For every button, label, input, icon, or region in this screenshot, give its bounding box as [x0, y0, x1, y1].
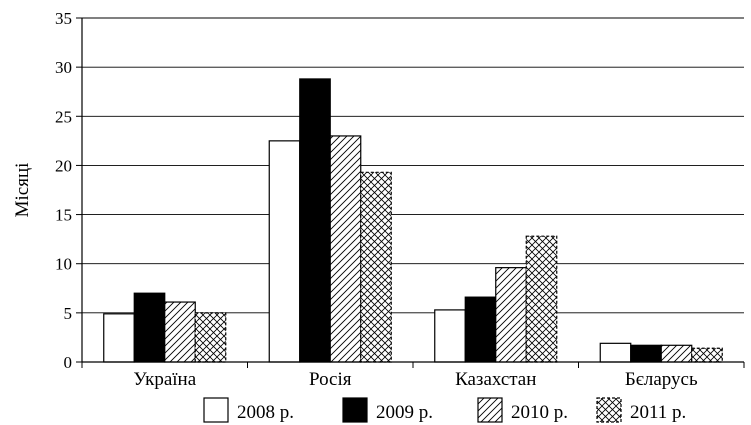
- bar-2008-4: [599, 342, 632, 363]
- legend-label: 2009 р.: [376, 402, 433, 423]
- y-tick-label: 0: [64, 353, 73, 372]
- bar-2010-2: [329, 135, 362, 363]
- y-tick-label: 20: [55, 156, 72, 175]
- bar-2008-1: [103, 313, 135, 363]
- x-category-label: Росія: [309, 369, 352, 390]
- axes: [76, 17, 745, 368]
- bars: [103, 78, 723, 363]
- legend-swatch-2011: [596, 397, 622, 423]
- legend-swatch-2009: [342, 397, 368, 423]
- x-category-label: Казахстан: [455, 369, 536, 390]
- x-category-label: Україна: [133, 369, 196, 390]
- bar-2011-4: [691, 347, 723, 363]
- bar-2010-1: [164, 301, 196, 363]
- bar-2011-3: [525, 235, 558, 363]
- legend-label: 2011 р.: [630, 402, 686, 423]
- x-category-label: Бєларусь: [625, 369, 698, 390]
- legend-swatch-2008: [203, 397, 229, 423]
- legend-swatch-2010: [477, 397, 503, 423]
- y-axis-title: Місяці: [12, 163, 33, 218]
- y-tick-label: 25: [55, 107, 72, 126]
- bar-2008-2: [268, 140, 301, 363]
- bar-2010-4: [660, 344, 693, 363]
- gridlines: [82, 17, 744, 314]
- y-tick-label: 35: [55, 9, 72, 28]
- bar-2009-3: [464, 296, 497, 363]
- bar-2011-2: [360, 171, 392, 363]
- y-tick-label: 5: [64, 304, 73, 323]
- bar-2009-2: [299, 78, 331, 363]
- bar-2011-1: [194, 312, 227, 363]
- bar-2009-1: [133, 292, 166, 363]
- bar-2009-4: [630, 344, 662, 363]
- y-tick-label: 15: [55, 206, 72, 225]
- legend: 2008 р. 2009 р. 2010 р. 2011 р.: [203, 397, 686, 423]
- bar-2008-3: [434, 309, 466, 363]
- bar-2010-3: [495, 267, 527, 363]
- legend-label: 2010 р.: [511, 402, 568, 423]
- y-tick-label: 10: [55, 255, 72, 274]
- y-tick-labels: 0 5 10 15 20 25 30 35: [55, 9, 72, 372]
- legend-label: 2008 р.: [237, 402, 294, 423]
- x-category-labels: Україна Росія Казахстан Бєларусь: [133, 369, 698, 390]
- y-tick-label: 30: [55, 58, 72, 77]
